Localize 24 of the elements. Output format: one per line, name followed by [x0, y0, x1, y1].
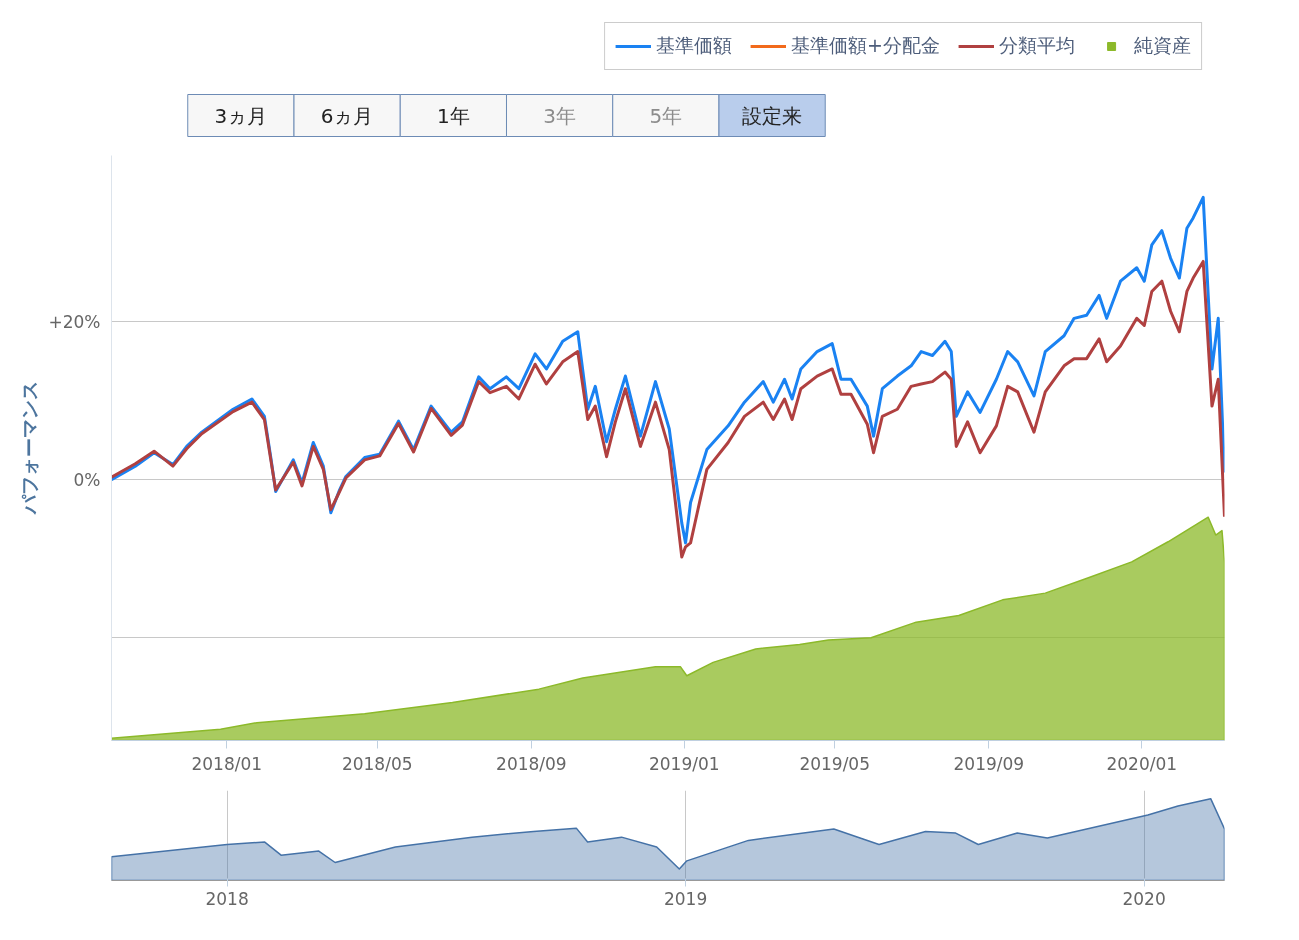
x-tick-label: 2018/09: [496, 753, 567, 774]
x-tick-label: 2019/05: [799, 753, 871, 774]
legend-label: 基準価額+分配金: [791, 33, 940, 58]
text: 3年: [543, 103, 576, 128]
x-tick-label: 2018/01: [191, 753, 263, 774]
text: 6ヵ月: [320, 103, 374, 128]
x-tick-label: 2018: [205, 888, 249, 909]
y-tick-label: 0%: [73, 469, 101, 490]
x-tick-label: 2019/01: [648, 753, 720, 774]
x-tick-label: 2020/01: [1106, 753, 1178, 774]
legend-label: 純資産: [1134, 33, 1191, 58]
line-series: [111, 259, 1225, 559]
legend-label: 分類平均: [999, 33, 1075, 58]
text: 3ヵ月: [214, 103, 268, 128]
legend-label: 基準価額: [656, 33, 733, 58]
x-tick-label: 2019: [663, 888, 708, 909]
x-tick-label: 2020: [1122, 888, 1166, 909]
x-tick-label: 2018/05: [341, 753, 413, 774]
text: 5年: [649, 103, 683, 128]
y-axis-title: パフォーマンス: [18, 381, 41, 516]
text: 設定来: [742, 103, 803, 128]
x-tick-label: 2019/09: [953, 753, 1025, 774]
text: 1年: [437, 103, 470, 128]
y-tick-label: +20%: [48, 311, 101, 332]
